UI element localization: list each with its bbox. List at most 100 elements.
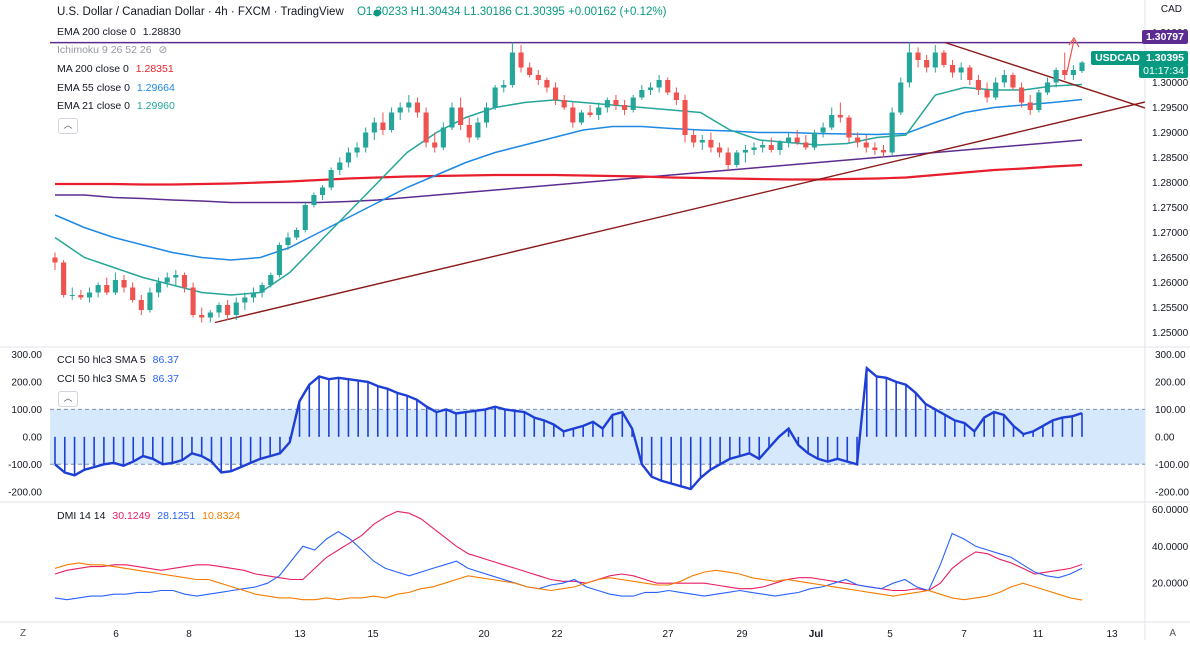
candle-body bbox=[673, 92, 679, 100]
zoom-button[interactable]: Z bbox=[20, 628, 27, 639]
legend-ichimoku[interactable]: Ichimoku 9 26 52 26 ⊘ bbox=[57, 44, 167, 56]
legend-ma200[interactable]: MA 200 close 0 1.28351 bbox=[57, 63, 174, 75]
legend-ema55[interactable]: EMA 55 close 0 1.29664 bbox=[57, 82, 175, 94]
candle-body bbox=[518, 52, 524, 68]
dmi-line-adx bbox=[54, 510, 1083, 592]
candle-body bbox=[449, 107, 455, 128]
price-tick-label: 1.25500 bbox=[1152, 303, 1189, 314]
candle-body bbox=[328, 170, 334, 188]
candle-body bbox=[259, 285, 265, 293]
time-tick-label: 20 bbox=[478, 629, 490, 640]
candle-body bbox=[130, 287, 136, 300]
horizontal-line-price-tag: 1.30797 bbox=[1142, 30, 1188, 44]
candle-body bbox=[397, 107, 403, 113]
candle-body bbox=[1044, 82, 1051, 93]
ohlc-readout: O1.30233 H1.30434 L1.30186 C1.30395 +0.0… bbox=[356, 6, 667, 18]
trendline-falling bbox=[944, 41, 1146, 109]
legend-ma200-value: 1.28351 bbox=[135, 63, 174, 75]
legend-cci-2[interactable]: CCI 50 hlc3 SMA 5 86.37 bbox=[57, 373, 179, 385]
candle-body bbox=[958, 67, 964, 73]
candle-body bbox=[225, 305, 231, 315]
candle-body bbox=[61, 262, 67, 295]
candle-body bbox=[371, 122, 377, 133]
ma-line-ema-55 bbox=[54, 98, 1083, 261]
candle-body bbox=[906, 52, 912, 83]
candle-body bbox=[596, 107, 602, 115]
market-status-icon bbox=[373, 9, 381, 17]
time-tick-label: Jul bbox=[809, 629, 824, 640]
legend-ema200[interactable]: EMA 200 close 0 1.28830 bbox=[57, 26, 181, 38]
chevron-up-icon: ︿ bbox=[63, 393, 73, 403]
candle-body bbox=[742, 150, 748, 153]
ma-line-ema-200 bbox=[55, 139, 1083, 204]
candle-body bbox=[406, 102, 412, 108]
candle-body bbox=[552, 87, 559, 100]
candle-body bbox=[1070, 70, 1076, 75]
candle-body bbox=[665, 80, 671, 93]
candle-body bbox=[52, 257, 58, 263]
cci-tick-label-left: 200.00 bbox=[11, 377, 42, 388]
candle-body bbox=[147, 292, 153, 310]
ma-line-ma-200 bbox=[55, 163, 1083, 186]
legend-ema55-value: 1.29664 bbox=[136, 82, 175, 94]
price-tick-label: 1.28000 bbox=[1152, 178, 1189, 189]
chevron-up-icon: ︿ bbox=[63, 120, 73, 130]
symbol-title[interactable]: U.S. Dollar / Canadian Dollar · 4h · FXC… bbox=[57, 6, 344, 18]
candle-body bbox=[458, 107, 464, 125]
candle-body bbox=[414, 102, 421, 113]
currency-label[interactable]: CAD bbox=[1160, 4, 1182, 15]
candle-body bbox=[880, 150, 887, 153]
collapse-legend-button[interactable]: ︿ bbox=[58, 118, 78, 134]
cci-tick-label-left: -100.00 bbox=[8, 460, 42, 471]
candle-body bbox=[578, 112, 585, 123]
candle-body bbox=[898, 82, 904, 113]
legend-ema200-value: 1.28830 bbox=[142, 26, 181, 38]
candle-body bbox=[112, 280, 118, 293]
candle-body bbox=[527, 67, 533, 75]
candle-body bbox=[768, 145, 774, 150]
candle-body bbox=[216, 305, 222, 313]
auto-scale-button[interactable]: A bbox=[1169, 628, 1176, 639]
price-tick-label: 1.25000 bbox=[1152, 328, 1189, 339]
candle-body bbox=[199, 315, 205, 318]
candle-body bbox=[1019, 87, 1025, 103]
countdown-tag: 01:17:34 bbox=[1139, 64, 1188, 78]
candle-body bbox=[647, 87, 654, 90]
dmi-line-di bbox=[54, 530, 1083, 601]
collapse-cci-button[interactable]: ︿ bbox=[58, 391, 78, 407]
candle-body bbox=[1079, 62, 1085, 71]
eye-hidden-icon[interactable]: ⊘ bbox=[158, 44, 168, 56]
candle-body bbox=[570, 107, 576, 123]
candle-body bbox=[276, 245, 282, 275]
candle-body bbox=[544, 80, 550, 88]
cci-band bbox=[50, 409, 1145, 465]
legend-ema200-label: EMA 200 close 0 bbox=[57, 26, 136, 38]
candle-body bbox=[872, 147, 878, 150]
candle-body bbox=[1062, 70, 1068, 75]
dmi-tick-label: 20.0000 bbox=[1152, 579, 1189, 590]
candle-body bbox=[423, 112, 429, 143]
legend-dmi[interactable]: DMI 14 14 30.1249 28.1251 10.8324 bbox=[57, 510, 240, 522]
candle-body bbox=[389, 112, 395, 130]
legend-cci-1-label: CCI 50 hlc3 SMA 5 bbox=[57, 354, 146, 366]
legend-ema21[interactable]: EMA 21 close 0 1.29960 bbox=[57, 100, 175, 112]
dmi-tick-label: 60.0000 bbox=[1152, 505, 1189, 516]
candle-body bbox=[501, 85, 507, 88]
candle-body bbox=[95, 285, 101, 293]
legend-cci-1[interactable]: CCI 50 hlc3 SMA 5 86.37 bbox=[57, 354, 179, 366]
candle-body bbox=[1010, 75, 1016, 88]
candle-body bbox=[932, 52, 938, 68]
candle-body bbox=[630, 97, 636, 110]
candle-body bbox=[984, 90, 990, 98]
candle-body bbox=[483, 107, 490, 123]
breakout-arrow bbox=[1066, 39, 1075, 73]
candle-body bbox=[207, 312, 213, 318]
dmi-tick-label: 40.0000 bbox=[1152, 542, 1189, 553]
candle-body bbox=[1053, 70, 1059, 83]
time-tick-label: 8 bbox=[186, 629, 192, 640]
cci-tick-label-right: -200.00 bbox=[1155, 487, 1189, 498]
time-tick-label: 27 bbox=[662, 629, 674, 640]
candle-body bbox=[604, 100, 610, 108]
price-tick-label: 1.29000 bbox=[1152, 128, 1189, 139]
